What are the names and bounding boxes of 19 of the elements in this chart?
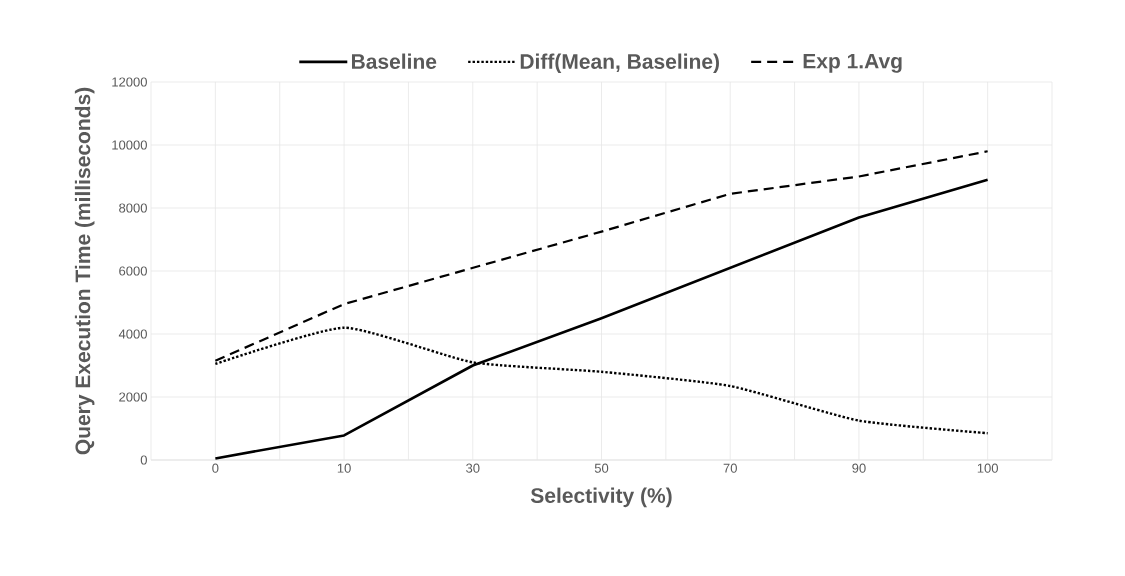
y-tick-label: 2000 (119, 392, 147, 402)
x-tick-label: 70 (723, 463, 737, 473)
x-tick-label: 30 (466, 463, 480, 473)
y-tick-label: 10000 (112, 140, 147, 150)
x-axis-title: Selectivity (%) (530, 487, 672, 508)
y-tick-label: 6000 (119, 266, 147, 276)
x-tick-label: 100 (977, 463, 998, 473)
y-tick-label: 12000 (112, 77, 147, 87)
x-tick-label: 50 (594, 463, 609, 473)
y-tick-label: 4000 (118, 329, 147, 339)
x-tick-label: 0 (212, 463, 219, 473)
x-tick-label: 10 (337, 463, 351, 473)
legend-label: Diff(Mean, Baseline) (520, 53, 719, 74)
legend-label: Exp 1.Avg (803, 53, 902, 73)
x-tick-label: 90 (852, 463, 866, 473)
y-axis-title: Query Execution Time (milliseconds) (74, 87, 95, 455)
y-tick-label: 0 (140, 455, 147, 465)
y-tick-label: 8000 (119, 203, 147, 213)
legend-label: Baseline (351, 53, 437, 69)
